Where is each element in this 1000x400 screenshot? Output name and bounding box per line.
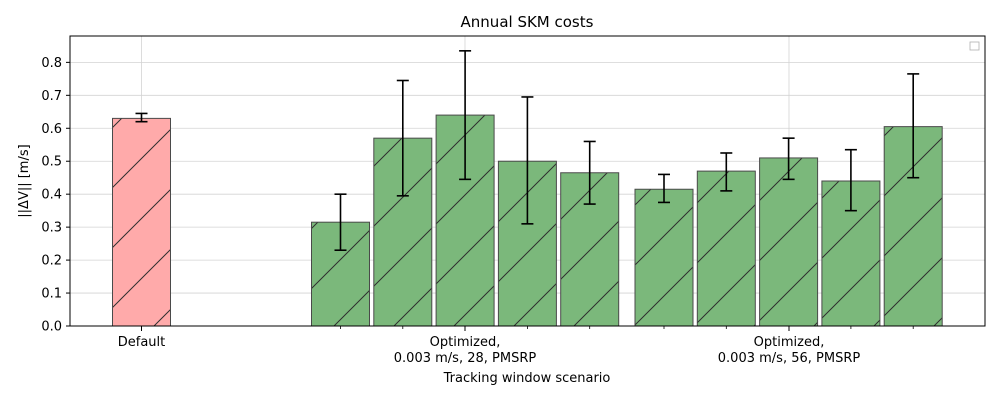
- x-axis: Default Optimized, 0.003 m/s, 28, PMSRP Opt…: [118, 326, 914, 366]
- x-tick-label: Default: [118, 335, 166, 350]
- legend-box: [969, 41, 980, 51]
- bar-hatch: [112, 117, 171, 327]
- y-tick-label: 0.0: [41, 320, 62, 335]
- y-axis: 0.0 0.1 0.2 0.3 0.4 0.5 0.6 0.7 0.8: [41, 56, 70, 335]
- y-tick-label: 0.6: [41, 122, 62, 137]
- bar-hatch: [759, 157, 819, 327]
- bars: [112, 114, 943, 327]
- x-axis-label: Tracking window scenario: [443, 371, 611, 386]
- y-axis-label: ||ΔV|| [m/s]: [17, 144, 32, 217]
- x-tick-label: Optimized, 0.003 m/s, 28, PMSRP: [394, 335, 537, 366]
- bar-hatch: [634, 188, 694, 327]
- x-tick-label: Optimized, 0.003 m/s, 56, PMSRP: [718, 335, 861, 366]
- y-tick-label: 0.1: [41, 287, 62, 302]
- y-tick-label: 0.7: [41, 89, 62, 104]
- chart-title: Annual SKM costs: [461, 13, 594, 31]
- y-tick-label: 0.2: [41, 254, 62, 269]
- bar-hatch: [696, 170, 756, 327]
- y-tick-label: 0.8: [41, 56, 62, 71]
- y-tick-label: 0.5: [41, 155, 62, 170]
- error-bars: [135, 50, 920, 252]
- y-tick-label: 0.4: [41, 188, 62, 203]
- y-tick-label: 0.3: [41, 221, 62, 236]
